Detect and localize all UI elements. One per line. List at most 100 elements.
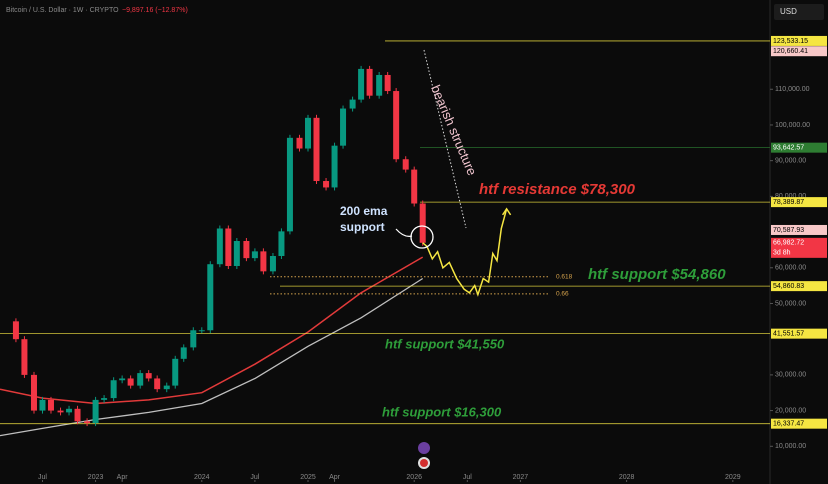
x-tick-label: Jul	[38, 474, 47, 481]
projection-line	[422, 208, 508, 297]
price-label-box	[771, 46, 827, 57]
fib-label: 0.66	[556, 291, 569, 298]
candle-body	[243, 241, 250, 259]
x-tick-label: 2025	[300, 474, 316, 481]
sma-line	[0, 277, 424, 437]
x-tick-label: Apr	[117, 474, 129, 481]
candle-body	[119, 378, 126, 381]
level-label: 123,533.15	[773, 38, 808, 45]
x-tick-label: 2029	[725, 474, 741, 481]
candle-body	[366, 68, 373, 96]
candle-body	[145, 373, 152, 379]
candle-body	[84, 421, 91, 424]
y-tick-label: 20,000.00	[775, 407, 806, 414]
y-tick-label: 100,000.00	[775, 122, 810, 129]
candle-body	[216, 228, 223, 265]
price-label: 66,982.72	[773, 240, 804, 247]
y-tick-label: 10,000.00	[775, 443, 806, 450]
candle-body	[47, 399, 54, 411]
x-tick-label: Jul	[250, 474, 259, 481]
candle-body	[323, 181, 330, 188]
x-tick-label: 2024	[194, 474, 210, 481]
level-label-box	[771, 418, 827, 429]
candle-body	[163, 385, 170, 390]
x-tick-label: 2023	[88, 474, 104, 481]
y-tick-label: 90,000.00	[775, 158, 806, 165]
candle-body	[127, 378, 134, 386]
candle-body	[260, 251, 267, 272]
candle-body	[190, 330, 197, 348]
price-label-box	[771, 237, 827, 258]
candle-body	[278, 231, 285, 256]
price-label-box	[771, 224, 827, 235]
candle-body	[207, 264, 214, 331]
change: −9,897.16 (−12.87%)	[122, 7, 188, 14]
ema-line	[0, 256, 424, 405]
candle-body	[340, 108, 347, 146]
candle-body	[331, 145, 338, 188]
candle-body	[39, 399, 46, 411]
candle-body	[154, 378, 161, 390]
level-label-box	[771, 197, 827, 208]
annotation: htf support $54,860	[588, 266, 726, 283]
candle-body	[233, 241, 240, 266]
candle-body	[110, 380, 117, 399]
price-label: 120,660.41	[773, 48, 808, 55]
candle-body	[358, 68, 365, 100]
level-label: 93,642.57	[773, 145, 804, 152]
candle-body	[225, 228, 232, 266]
x-tick-label: 2028	[619, 474, 635, 481]
icon[interactable]	[418, 442, 430, 454]
annotation: htf support $16,300	[382, 404, 502, 419]
candle-body	[66, 408, 73, 413]
price-label: 70,587.93	[773, 227, 804, 234]
candle-body	[74, 408, 81, 422]
candle-body	[384, 74, 391, 92]
level-label: 41,551.57	[773, 330, 804, 337]
candle-body	[198, 330, 205, 332]
candle-body	[30, 374, 37, 411]
arrow-head	[501, 207, 512, 216]
candle-body	[305, 117, 311, 149]
x-tick-label: 2027	[513, 474, 529, 481]
annotation: htf resistance $78,300	[479, 181, 636, 198]
currency[interactable]: USD	[780, 7, 797, 16]
candle-body	[411, 169, 418, 204]
y-tick-label: 110,000.00	[775, 86, 810, 93]
level-label: 54,860.83	[773, 283, 804, 290]
annotation: support	[340, 220, 385, 234]
candle-body	[21, 339, 28, 375]
annotation: 200 ema	[340, 204, 388, 218]
level-label-box	[771, 328, 827, 339]
level-label-box	[771, 142, 827, 153]
candle-body	[269, 255, 276, 272]
candle-body	[57, 410, 64, 413]
candle-body	[286, 137, 293, 232]
candle-body	[313, 117, 320, 182]
candle-body	[419, 203, 426, 243]
ema-arrow	[395, 228, 413, 237]
annotation: htf support $41,550	[385, 336, 505, 351]
candle-body	[393, 91, 400, 160]
level-label-box	[771, 281, 827, 292]
candle-body	[296, 137, 303, 149]
candle-body	[402, 159, 409, 170]
candle-body	[349, 99, 356, 109]
currency-box[interactable]	[774, 4, 824, 20]
y-tick-label: 80,000.00	[775, 193, 806, 200]
candle-body	[172, 358, 179, 386]
candle-body	[101, 398, 108, 400]
level-label-box	[771, 35, 827, 46]
icon[interactable]	[420, 459, 428, 467]
chart-title: Bitcoin / U.S. Dollar · 1W · CRYPTO	[6, 7, 119, 14]
candle-body	[92, 399, 99, 424]
candle-body	[376, 74, 383, 96]
level-label: 78,389.87	[773, 199, 804, 206]
candle-body	[137, 373, 144, 386]
candle-body	[251, 251, 258, 259]
x-tick-label: 2026	[406, 474, 422, 481]
candle-body	[180, 347, 187, 359]
level-label: 16,337.47	[773, 421, 804, 428]
